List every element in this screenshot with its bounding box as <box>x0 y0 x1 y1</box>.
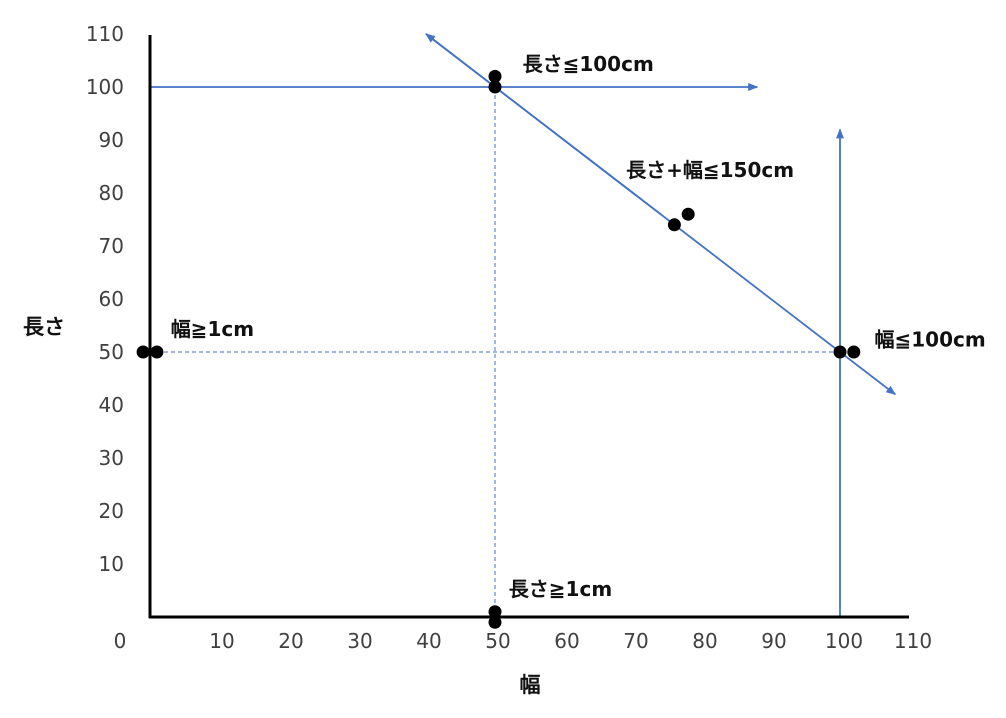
y-tick-label: 10 <box>99 552 124 576</box>
data-point <box>488 69 502 83</box>
annotations-layer: 長さ≦100cm 長さ+幅≦150cm 幅≧1cm 幅≦100cm 長さ≧1cm <box>171 52 986 601</box>
y-tick-label: 100 <box>86 75 124 99</box>
x-axis-title: 幅 <box>520 673 541 697</box>
x-tick-label: 60 <box>554 629 579 653</box>
x-tick-label: 50 <box>485 629 510 653</box>
y-tick-labels: 10 20 30 40 50 60 70 80 90 100 110 <box>86 22 124 576</box>
data-point <box>136 345 150 359</box>
data-point <box>667 218 681 232</box>
x-tick-label: 0 <box>114 629 127 653</box>
y-tick-label: 70 <box>99 234 124 258</box>
data-point <box>847 345 861 359</box>
annotation-label-1: 長さ≦100cm <box>523 52 654 76</box>
y-tick-label: 20 <box>99 499 124 523</box>
x-tick-label: 10 <box>209 629 234 653</box>
y-tick-label: 60 <box>99 287 124 311</box>
data-point <box>488 615 502 629</box>
annotation-label-2: 長さ+幅≦150cm <box>626 158 794 182</box>
data-point <box>488 605 502 619</box>
x-tick-label: 30 <box>347 629 372 653</box>
x-tick-label: 40 <box>416 629 441 653</box>
annotation-label-4: 幅≦100cm <box>875 328 986 352</box>
y-tick-label: 40 <box>99 393 124 417</box>
x-tick-label: 20 <box>278 629 303 653</box>
boundary-line-3-upper-arrow <box>425 33 662 215</box>
y-tick-label: 30 <box>99 446 124 470</box>
axes-layer <box>148 35 909 619</box>
data-point <box>681 207 695 221</box>
x-tick-label: 90 <box>761 629 786 653</box>
data-point <box>150 345 164 359</box>
data-point <box>488 80 502 94</box>
y-axis-title: 長さ <box>23 315 65 339</box>
data-point <box>833 345 847 359</box>
guides-layer <box>150 87 840 617</box>
boundaries-layer <box>150 33 896 617</box>
y-tick-label: 50 <box>99 340 124 364</box>
annotation-label-3: 幅≧1cm <box>171 317 254 341</box>
y-tick-label: 110 <box>86 22 124 46</box>
x-tick-label: 100 <box>825 629 863 653</box>
x-tick-labels: 0 10 20 30 40 50 60 70 80 90 100 110 <box>114 629 932 653</box>
x-tick-label: 80 <box>692 629 717 653</box>
y-tick-label: 90 <box>99 128 124 152</box>
y-tick-label: 80 <box>99 181 124 205</box>
annotation-label-5: 長さ≧1cm <box>509 577 612 601</box>
points-layer <box>136 69 861 629</box>
x-tick-label: 110 <box>894 629 932 653</box>
x-tick-label: 70 <box>623 629 648 653</box>
